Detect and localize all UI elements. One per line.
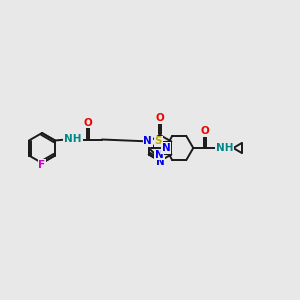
Text: O: O xyxy=(156,113,164,123)
Text: F: F xyxy=(38,160,46,170)
Text: N: N xyxy=(143,136,152,146)
Text: NH: NH xyxy=(64,134,82,145)
Text: S: S xyxy=(154,136,162,146)
Text: N: N xyxy=(156,157,164,167)
Text: N: N xyxy=(155,149,164,160)
Text: O: O xyxy=(84,118,92,128)
Text: NH: NH xyxy=(215,143,233,153)
Text: O: O xyxy=(201,126,210,136)
Text: N: N xyxy=(162,143,171,153)
